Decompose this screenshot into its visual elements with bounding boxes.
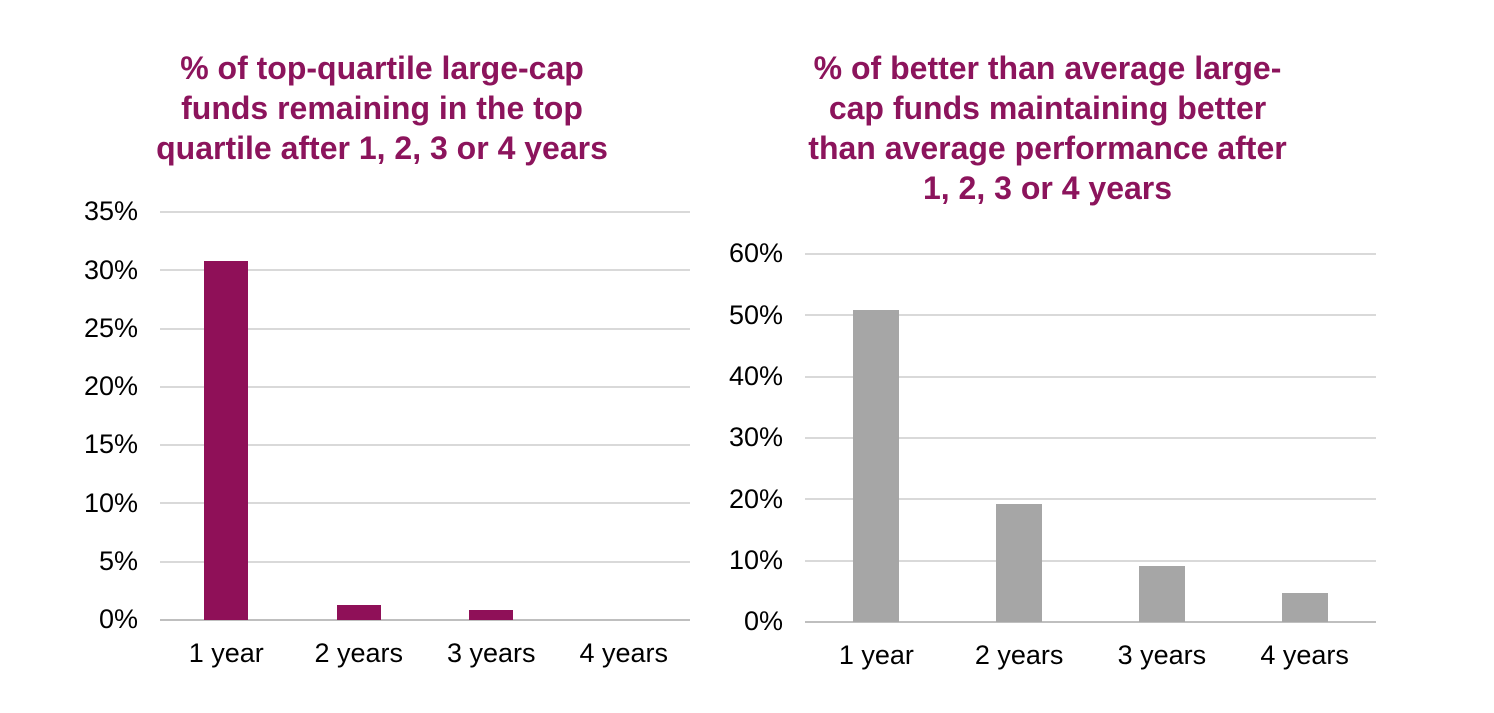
- x-tick-label: 4 years: [1260, 640, 1349, 670]
- gridline: [160, 269, 690, 272]
- chart-title-line: cap funds maintaining better: [828, 90, 1267, 126]
- category-cell: [805, 254, 948, 622]
- x-tick-label: 3 years: [1117, 640, 1207, 670]
- bar-2-years: [996, 503, 1043, 622]
- bar-4-years: [1281, 593, 1328, 622]
- chart-title-line: % of better than average large-: [813, 50, 1282, 86]
- chart-title-line: funds remaining in the top: [181, 90, 583, 126]
- x-axis: 1 year 2 years 3 years 4 years: [160, 638, 690, 669]
- y-tick-label: 35%: [83, 196, 138, 227]
- y-tick-label: 20%: [83, 371, 138, 402]
- gridline: [805, 314, 1376, 317]
- gridline: [160, 327, 690, 330]
- bar-1-year: [853, 309, 900, 622]
- x-tick-label: 2 years: [974, 640, 1064, 670]
- category-cell: [558, 212, 691, 620]
- chart-title: % of better than average large-cap funds…: [715, 48, 1380, 208]
- gridline: [160, 444, 690, 447]
- chart-title-line: 1, 2, 3 or 4 years: [922, 170, 1173, 206]
- category-cell: [948, 254, 1091, 622]
- gridline: [805, 437, 1376, 439]
- plot-area: 0% 5% 10% 15% 20% 25% 30% 35%: [84, 196, 690, 634]
- x-tick-label: 3 years: [446, 638, 536, 668]
- x-tick-label: 1 year: [838, 640, 914, 670]
- x-axis: 1 year 2 years 3 years 4 years: [805, 640, 1376, 671]
- chart-title: % of top-quartile large-cap funds remaini…: [72, 48, 692, 168]
- x-tick-label: 4 years: [579, 638, 669, 668]
- bar-3-years: [469, 609, 514, 620]
- plot-area: 0% 10% 20% 30% 40% 50% 60%: [729, 238, 1376, 636]
- gridline: [160, 560, 690, 563]
- chart-title-line: than average performance after: [808, 130, 1287, 166]
- y-tick-label: 0%: [743, 606, 783, 637]
- gridline: [160, 502, 690, 505]
- gridline: [805, 498, 1376, 501]
- gridline: [805, 253, 1376, 255]
- bars-series: [160, 212, 690, 620]
- chart-title-line: % of top-quartile large-cap: [180, 50, 584, 86]
- y-tick-label: 25%: [83, 312, 138, 343]
- bar-3-years: [1138, 565, 1185, 622]
- category-cell: [1091, 254, 1234, 622]
- gridline: [160, 211, 690, 213]
- chart-better-than-average-persistence: % of better than average large-cap funds…: [715, 48, 1380, 671]
- gridline: [160, 385, 690, 388]
- y-tick-label: 50%: [728, 299, 783, 330]
- category-cell: [293, 212, 426, 620]
- bar-1-year: [204, 260, 249, 620]
- y-tick-label: 10%: [728, 544, 783, 575]
- bars-series: [805, 254, 1376, 622]
- y-tick-label: 60%: [728, 238, 783, 269]
- category-cell: [425, 212, 558, 620]
- chart-title-line: quartile after 1, 2, 3 or 4 years: [156, 130, 608, 166]
- y-tick-label: 30%: [83, 254, 138, 285]
- x-tick-label: 1 year: [188, 638, 264, 668]
- y-tick-label: 10%: [83, 487, 138, 518]
- y-tick-label: 20%: [728, 483, 783, 514]
- x-tick-label: 2 years: [314, 638, 404, 668]
- x-axis-line: [160, 619, 690, 621]
- x-axis-line: [805, 621, 1376, 623]
- y-tick-label: 30%: [728, 422, 783, 453]
- bar-2-years: [336, 604, 381, 620]
- gridline: [805, 559, 1376, 562]
- y-tick-label: 0%: [98, 604, 138, 635]
- category-cell: [1233, 254, 1376, 622]
- chart-top-quartile-persistence: % of top-quartile large-cap funds remaini…: [72, 48, 692, 669]
- category-cell: [160, 212, 293, 620]
- y-tick-label: 5%: [98, 545, 138, 576]
- y-tick-label: 40%: [728, 360, 783, 391]
- gridline: [805, 375, 1376, 378]
- y-tick-label: 15%: [83, 429, 138, 460]
